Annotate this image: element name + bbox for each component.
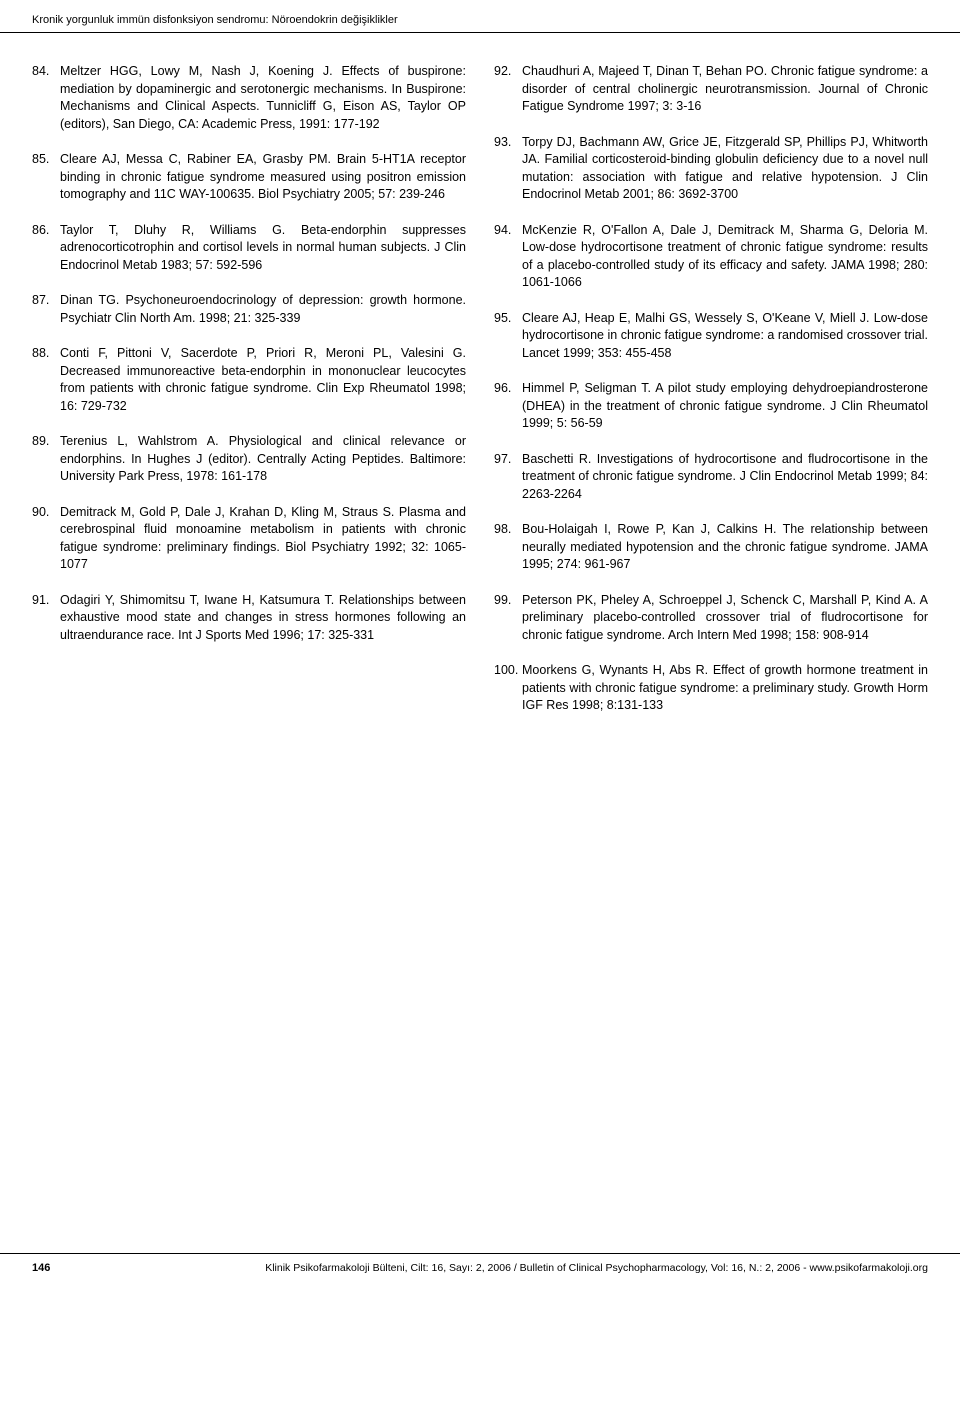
- reference-text: Moorkens G, Wynants H, Abs R. Effect of …: [522, 662, 928, 715]
- reference-number: 87.: [32, 292, 56, 327]
- reference-number: 93.: [494, 134, 518, 204]
- reference-number: 95.: [494, 310, 518, 363]
- column-left: 84.Meltzer HGG, Lowy M, Nash J, Koening …: [32, 63, 466, 733]
- reference-number: 89.: [32, 433, 56, 486]
- reference-item: 91.Odagiri Y, Shimomitsu T, Iwane H, Kat…: [32, 592, 466, 645]
- reference-number: 96.: [494, 380, 518, 433]
- reference-item: 88.Conti F, Pittoni V, Sacerdote P, Prio…: [32, 345, 466, 415]
- reference-item: 95.Cleare AJ, Heap E, Malhi GS, Wessely …: [494, 310, 928, 363]
- reference-text: Peterson PK, Pheley A, Schroeppel J, Sch…: [522, 592, 928, 645]
- reference-text: Odagiri Y, Shimomitsu T, Iwane H, Katsum…: [60, 592, 466, 645]
- reference-number: 97.: [494, 451, 518, 504]
- reference-item: 87.Dinan TG. Psychoneuroendocrinology of…: [32, 292, 466, 327]
- reference-number: 86.: [32, 222, 56, 275]
- reference-item: 86.Taylor T, Dluhy R, Williams G. Beta-e…: [32, 222, 466, 275]
- reference-item: 96.Himmel P, Seligman T. A pilot study e…: [494, 380, 928, 433]
- reference-item: 84.Meltzer HGG, Lowy M, Nash J, Koening …: [32, 63, 466, 133]
- reference-item: 89.Terenius L, Wahlstrom A. Physiologica…: [32, 433, 466, 486]
- reference-text: Baschetti R. Investigations of hydrocort…: [522, 451, 928, 504]
- reference-item: 90.Demitrack M, Gold P, Dale J, Krahan D…: [32, 504, 466, 574]
- reference-text: Chaudhuri A, Majeed T, Dinan T, Behan PO…: [522, 63, 928, 116]
- reference-item: 100.Moorkens G, Wynants H, Abs R. Effect…: [494, 662, 928, 715]
- reference-text: Demitrack M, Gold P, Dale J, Krahan D, K…: [60, 504, 466, 574]
- content-area: 84.Meltzer HGG, Lowy M, Nash J, Koening …: [0, 63, 960, 733]
- reference-number: 100.: [494, 662, 518, 715]
- page-number: 146: [32, 1262, 50, 1274]
- reference-number: 98.: [494, 521, 518, 574]
- reference-item: 99.Peterson PK, Pheley A, Schroeppel J, …: [494, 592, 928, 645]
- reference-number: 94.: [494, 222, 518, 292]
- reference-item: 85.Cleare AJ, Messa C, Rabiner EA, Grasb…: [32, 151, 466, 204]
- column-right: 92.Chaudhuri A, Majeed T, Dinan T, Behan…: [494, 63, 928, 733]
- reference-text: Taylor T, Dluhy R, Williams G. Beta-endo…: [60, 222, 466, 275]
- page-footer: 146 Klinik Psikofarmakoloji Bülteni, Cil…: [0, 1253, 960, 1288]
- reference-text: McKenzie R, O'Fallon A, Dale J, Demitrac…: [522, 222, 928, 292]
- reference-number: 88.: [32, 345, 56, 415]
- reference-text: Dinan TG. Psychoneuroendocrinology of de…: [60, 292, 466, 327]
- reference-number: 91.: [32, 592, 56, 645]
- reference-item: 94.McKenzie R, O'Fallon A, Dale J, Demit…: [494, 222, 928, 292]
- reference-text: Himmel P, Seligman T. A pilot study empl…: [522, 380, 928, 433]
- reference-number: 90.: [32, 504, 56, 574]
- reference-text: Meltzer HGG, Lowy M, Nash J, Koening J. …: [60, 63, 466, 133]
- footer-citation: Klinik Psikofarmakoloji Bülteni, Cilt: 1…: [265, 1262, 928, 1274]
- reference-text: Cleare AJ, Heap E, Malhi GS, Wessely S, …: [522, 310, 928, 363]
- reference-number: 84.: [32, 63, 56, 133]
- reference-text: Cleare AJ, Messa C, Rabiner EA, Grasby P…: [60, 151, 466, 204]
- reference-item: 93.Torpy DJ, Bachmann AW, Grice JE, Fitz…: [494, 134, 928, 204]
- reference-text: Bou-Holaigah I, Rowe P, Kan J, Calkins H…: [522, 521, 928, 574]
- reference-number: 85.: [32, 151, 56, 204]
- reference-item: 97.Baschetti R. Investigations of hydroc…: [494, 451, 928, 504]
- header-title: Kronik yorgunluk immün disfonksiyon send…: [32, 14, 398, 26]
- reference-number: 92.: [494, 63, 518, 116]
- reference-item: 98.Bou-Holaigah I, Rowe P, Kan J, Calkin…: [494, 521, 928, 574]
- reference-text: Conti F, Pittoni V, Sacerdote P, Priori …: [60, 345, 466, 415]
- reference-item: 92.Chaudhuri A, Majeed T, Dinan T, Behan…: [494, 63, 928, 116]
- reference-text: Torpy DJ, Bachmann AW, Grice JE, Fitzger…: [522, 134, 928, 204]
- reference-text: Terenius L, Wahlstrom A. Physiological a…: [60, 433, 466, 486]
- reference-number: 99.: [494, 592, 518, 645]
- page-header: Kronik yorgunluk immün disfonksiyon send…: [0, 0, 960, 33]
